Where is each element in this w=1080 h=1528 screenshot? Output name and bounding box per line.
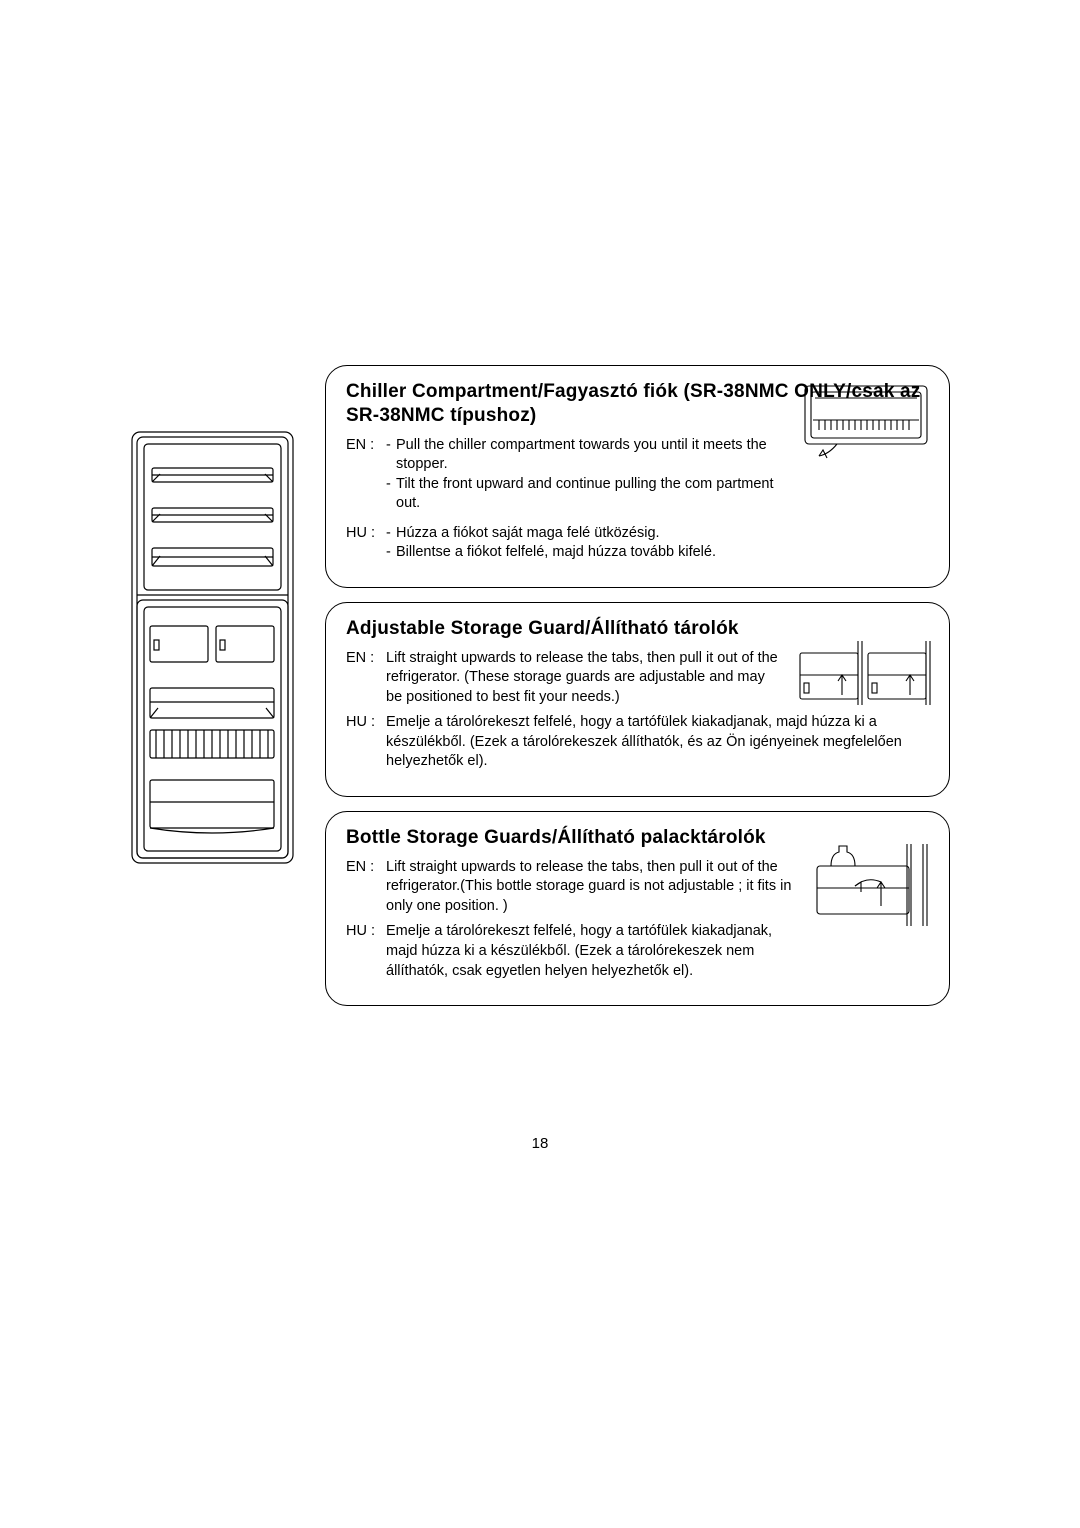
storage-illustration bbox=[796, 635, 931, 720]
text: Billentse a fiókot felfelé, majd húzza t… bbox=[396, 543, 929, 563]
text: Lift straight upwards to release the tab… bbox=[386, 650, 778, 705]
instruction-cards: Chiller Compartment/Fagyasztó fiók (SR-3… bbox=[325, 365, 950, 1020]
chiller-illustration bbox=[801, 380, 931, 465]
chiller-hu: HU : -Húzza a fiókot saját maga felé ütk… bbox=[346, 524, 929, 563]
lang-label: EN : bbox=[346, 649, 386, 708]
lang-label: HU : bbox=[346, 922, 386, 981]
storage-hu: HU : Emelje a tárolórekeszt felfelé, hog… bbox=[346, 713, 929, 772]
page-number: 18 bbox=[130, 1135, 950, 1152]
lang-label: HU : bbox=[346, 524, 386, 563]
text: Tilt the front upward and continue pulli… bbox=[396, 475, 789, 514]
lang-label: EN : bbox=[346, 858, 386, 917]
bottle-card: Bottle Storage Guards/Állítható palacktá… bbox=[325, 811, 950, 1006]
text: Emelje a tárolórekeszt felfelé, hogy a t… bbox=[386, 714, 902, 769]
fridge-door-svg bbox=[130, 430, 295, 865]
chiller-card: Chiller Compartment/Fagyasztó fiók (SR-3… bbox=[325, 365, 950, 588]
lang-label: HU : bbox=[346, 713, 386, 772]
text: Lift straight upwards to release the tab… bbox=[386, 859, 791, 914]
text: Húzza a fiókot saját maga felé ütközésig… bbox=[396, 524, 929, 544]
fridge-door-illustration bbox=[130, 430, 300, 870]
lang-label: EN : bbox=[346, 436, 386, 514]
bottle-illustration bbox=[811, 842, 931, 937]
text: Emelje a tárolórekeszt felfelé, hogy a t… bbox=[386, 923, 772, 978]
storage-card: Adjustable Storage Guard/Állítható tárol… bbox=[325, 602, 950, 797]
text: Pull the chiller compartment towards you… bbox=[396, 436, 789, 475]
